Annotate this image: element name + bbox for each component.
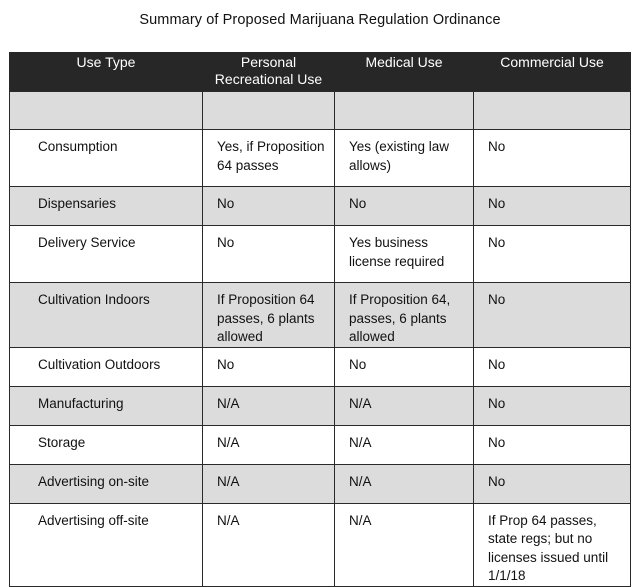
cell-use-type [9, 91, 203, 130]
cell-medical [334, 91, 474, 130]
cell-commercial: No [473, 385, 631, 426]
cell-medical: No [334, 346, 474, 387]
cell-use-type: Storage [9, 424, 203, 465]
cell-medical: N/A [334, 385, 474, 426]
cell-personal: N/A [202, 424, 335, 465]
cell-medical: N/A [334, 424, 474, 465]
cell-medical: If Proposition 64, passes, 6 plants allo… [334, 282, 474, 348]
cell-personal: Yes, if Proposition 64 passes [202, 129, 335, 187]
header-commercial-use: Commercial Use [473, 52, 631, 92]
cell-personal: If Proposition 64 passes, 6 plants allow… [202, 282, 335, 348]
cell-use-type: Dispensaries [9, 186, 203, 226]
regulation-summary-table: Use Type Personal Recreational Use Medic… [9, 52, 631, 587]
cell-use-type: Cultivation Indoors [9, 282, 203, 348]
cell-commercial: No [473, 225, 631, 283]
cell-personal: No [202, 186, 335, 226]
table-row [9, 91, 631, 130]
cell-commercial: If Prop 64 passes, state regs; but no li… [473, 502, 631, 587]
header-personal-recreational-use: Personal Recreational Use [202, 52, 335, 92]
cell-personal: No [202, 346, 335, 387]
table-row: Manufacturing N/A N/A No [9, 385, 631, 426]
header-use-type: Use Type [9, 52, 203, 92]
cell-medical: N/A [334, 463, 474, 504]
table-row: Dispensaries No No No [9, 186, 631, 226]
table-row: Cultivation Outdoors No No No [9, 346, 631, 387]
table-header-row: Use Type Personal Recreational Use Medic… [9, 52, 631, 92]
cell-commercial: No [473, 186, 631, 226]
cell-medical: Yes (existing law allows) [334, 129, 474, 187]
cell-commercial: No [473, 424, 631, 465]
cell-medical: Yes business license required [334, 225, 474, 283]
cell-use-type: Cultivation Outdoors [9, 346, 203, 387]
table-row: Delivery Service No Yes business license… [9, 225, 631, 283]
table-row: Advertising on-site N/A N/A No [9, 463, 631, 504]
cell-commercial: No [473, 129, 631, 187]
table-row: Advertising off-site N/A N/A If Prop 64 … [9, 502, 631, 587]
table-row: Cultivation Indoors If Proposition 64 pa… [9, 282, 631, 348]
cell-commercial: No [473, 463, 631, 504]
cell-personal [202, 91, 335, 130]
table-row: Consumption Yes, if Proposition 64 passe… [9, 129, 631, 187]
cell-commercial [473, 91, 631, 130]
cell-use-type: Advertising off-site [9, 502, 203, 587]
cell-medical: N/A [334, 502, 474, 587]
cell-use-type: Delivery Service [9, 225, 203, 283]
document-title: Summary of Proposed Marijuana Regulation… [139, 12, 501, 28]
cell-personal: N/A [202, 463, 335, 504]
cell-personal: N/A [202, 502, 335, 587]
cell-medical: No [334, 186, 474, 226]
table-row: Storage N/A N/A No [9, 424, 631, 465]
cell-use-type: Advertising on-site [9, 463, 203, 504]
cell-use-type: Consumption [9, 129, 203, 187]
cell-commercial: No [473, 282, 631, 348]
cell-commercial: No [473, 346, 631, 387]
cell-personal: No [202, 225, 335, 283]
header-medical-use: Medical Use [334, 52, 474, 92]
cell-use-type: Manufacturing [9, 385, 203, 426]
cell-personal: N/A [202, 385, 335, 426]
